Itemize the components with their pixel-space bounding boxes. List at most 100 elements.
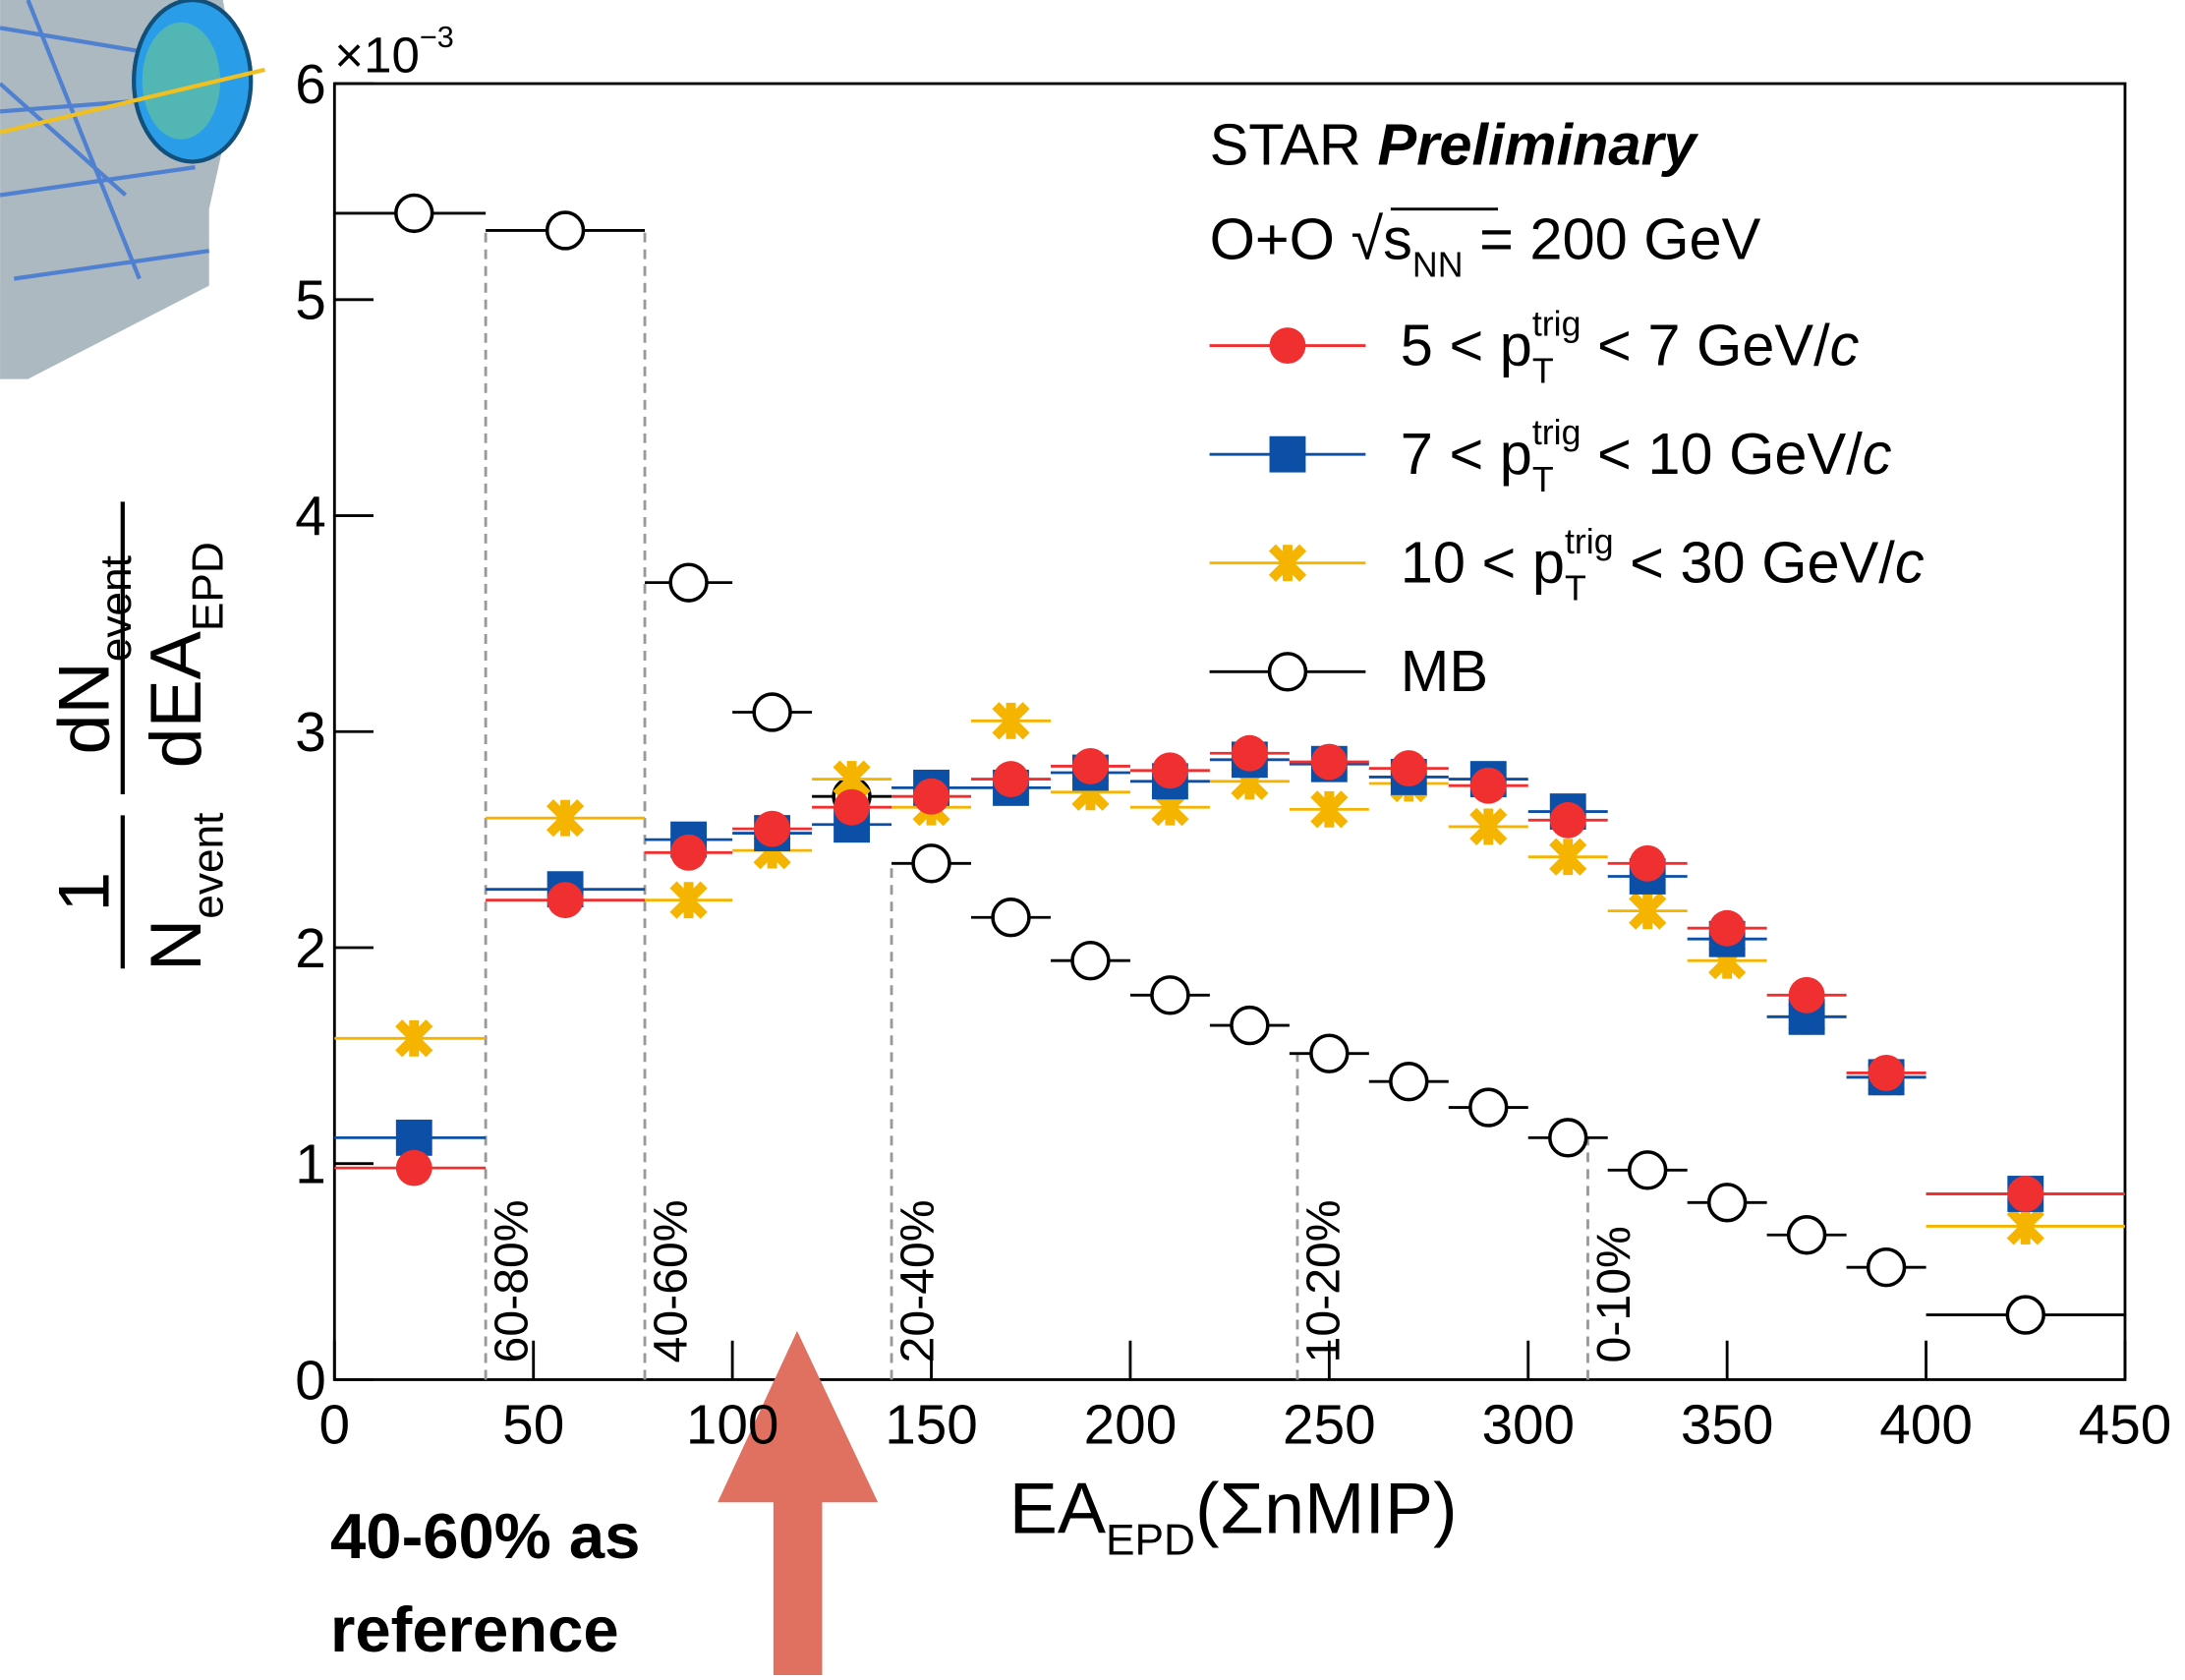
centrality-label: 40-60% xyxy=(645,1199,698,1362)
text-segment: c xyxy=(1830,312,1860,377)
text-segment: T xyxy=(1532,460,1554,499)
annotation: reference xyxy=(330,1593,619,1665)
data-point xyxy=(1629,844,1666,882)
legend-marker xyxy=(1268,544,1307,582)
data-point xyxy=(669,881,708,919)
data-point xyxy=(1549,801,1586,839)
y-tick-label: 0 xyxy=(295,1350,326,1412)
text-segment: −3 xyxy=(420,21,454,54)
data-point xyxy=(1706,1183,1748,1223)
data-point xyxy=(1072,747,1109,784)
x-tick-label: 150 xyxy=(885,1395,978,1457)
data-point xyxy=(1309,1033,1350,1073)
data-point xyxy=(395,1119,432,1156)
text-segment: c xyxy=(1895,530,1925,596)
data-point xyxy=(1070,940,1111,981)
x-tick-label: 400 xyxy=(1879,1395,1973,1457)
x-tick-label: 450 xyxy=(2079,1395,2172,1457)
data-point xyxy=(1708,909,1746,947)
data-point xyxy=(1150,975,1190,1015)
text-segment: 7 < p xyxy=(1401,421,1532,487)
x-tick-label: 0 xyxy=(319,1395,351,1457)
text-segment: 5 < p xyxy=(1401,312,1532,377)
legend-marker xyxy=(1267,652,1308,692)
x-tick-label: 350 xyxy=(1681,1395,1774,1457)
y-tick-label: 6 xyxy=(295,54,326,116)
text-segment: 10 < p xyxy=(1401,530,1565,596)
y-multiplier: ×10−3 xyxy=(334,21,453,84)
data-point xyxy=(546,882,584,919)
data-point xyxy=(1469,807,1508,846)
data-point xyxy=(1786,1215,1827,1255)
x-axis-label: EAEPD(ΣnMIP) xyxy=(1009,1467,1458,1564)
y-label-part: dNevent xyxy=(43,555,141,754)
text-segment: EA xyxy=(1009,1467,1107,1548)
text-segment: < 10 GeV/ xyxy=(1581,421,1863,487)
data-point xyxy=(395,1149,432,1187)
data-point xyxy=(545,210,586,251)
data-point xyxy=(1231,734,1268,772)
text-segment: trig xyxy=(1565,522,1614,561)
text-segment: EPD xyxy=(1106,1517,1195,1565)
chart-subtitle: O+O √sNN = 200 GeV xyxy=(1210,206,1761,285)
x-tick-label: 200 xyxy=(1084,1395,1178,1457)
annotation-arrow xyxy=(718,1330,879,1675)
data-point xyxy=(1310,790,1349,829)
data-point xyxy=(1549,838,1587,876)
text-segment: dEA xyxy=(135,630,216,768)
data-point xyxy=(1469,767,1507,804)
data-point xyxy=(1230,1005,1270,1046)
data-point xyxy=(1468,1087,1509,1128)
y-label-part: dEAEPD xyxy=(135,542,232,768)
data-point xyxy=(395,1019,433,1058)
data-point xyxy=(993,761,1029,798)
text-segment: (ΣnMIP) xyxy=(1195,1467,1458,1548)
y-label-part: Nevent xyxy=(135,813,232,971)
data-point xyxy=(1151,752,1188,789)
detector-illustration xyxy=(0,0,265,379)
data-point xyxy=(992,702,1030,740)
data-point xyxy=(1548,1118,1588,1158)
text-segment: O+O √s xyxy=(1210,206,1412,272)
y-tick-label: 5 xyxy=(295,270,326,332)
y-axis-label: 1 Nevent dNevent dEAEPD xyxy=(43,501,232,971)
text-segment: T xyxy=(1532,351,1554,390)
y-tick-label: 3 xyxy=(295,702,326,764)
data-point xyxy=(1390,750,1427,787)
data-point xyxy=(754,810,791,847)
data-point xyxy=(911,843,951,884)
data-point xyxy=(2006,1207,2044,1246)
legend-label: 5 < pTtrig < 7 GeV/c xyxy=(1401,305,1860,391)
text-segment: trig xyxy=(1532,413,1581,452)
data-point xyxy=(2007,1176,2044,1212)
centrality-label: 10-20% xyxy=(1296,1199,1350,1362)
text-segment: NN xyxy=(1412,246,1464,285)
text-segment: < 30 GeV/ xyxy=(1614,530,1896,596)
data-point xyxy=(1866,1246,1907,1288)
text-segment: dN xyxy=(43,662,125,754)
text-segment: event xyxy=(184,813,232,919)
text-segment: Preliminary xyxy=(1377,111,1698,177)
text-segment: event xyxy=(92,555,141,662)
text-segment: = 200 GeV xyxy=(1464,206,1761,272)
text-segment: trig xyxy=(1532,305,1581,344)
chart-title: STAR Preliminary xyxy=(1210,111,1699,177)
data-point xyxy=(546,799,585,838)
centrality-label: 20-40% xyxy=(891,1199,945,1362)
centrality-label: 0-10% xyxy=(1587,1226,1640,1362)
y-tick-label: 4 xyxy=(295,486,326,548)
legend-marker xyxy=(1269,327,1306,365)
text-segment: c xyxy=(1863,421,1892,487)
x-tick-label: 100 xyxy=(686,1395,779,1457)
data-point xyxy=(394,193,434,234)
legend-marker xyxy=(1269,435,1306,473)
text-segment: T xyxy=(1565,568,1586,608)
y-tick-label: 2 xyxy=(295,918,326,980)
data-point xyxy=(834,788,870,826)
data-point xyxy=(670,834,708,871)
centrality-label: 60-80% xyxy=(486,1199,539,1362)
data-point xyxy=(1627,1150,1668,1190)
data-point xyxy=(1788,976,1825,1014)
